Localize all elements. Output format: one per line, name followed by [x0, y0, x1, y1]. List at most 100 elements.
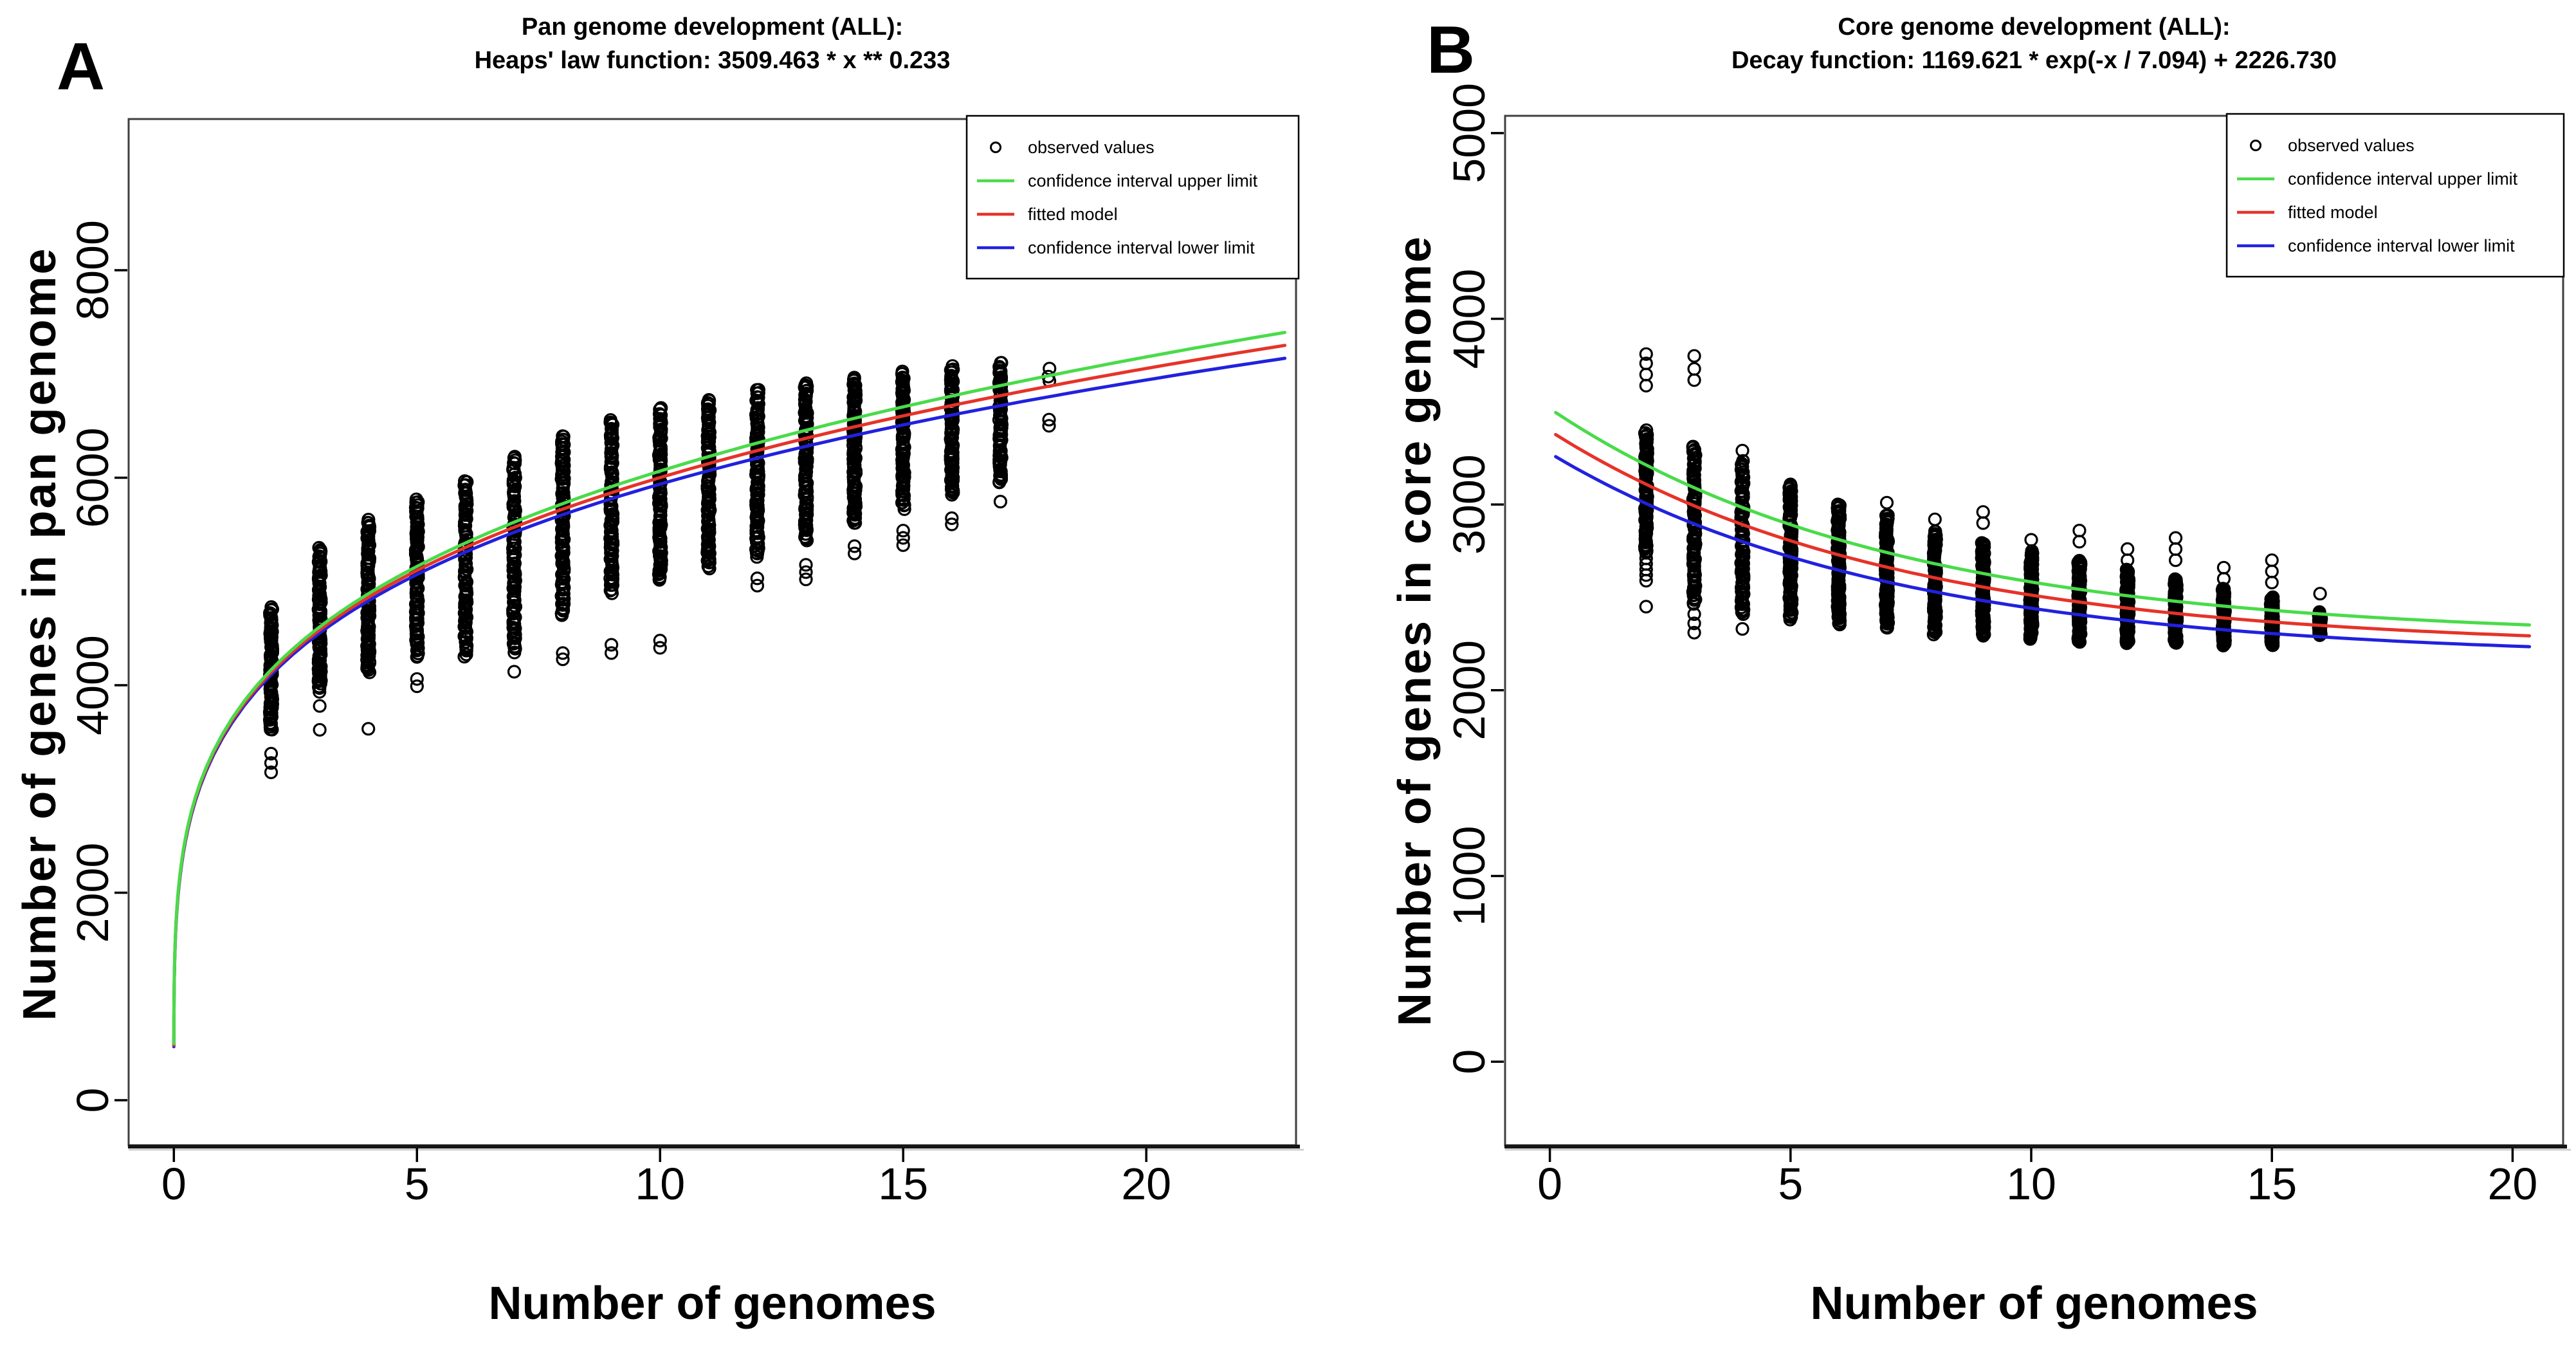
y-tick-label: 4000: [1444, 269, 1494, 369]
y-tick-label: 6000: [68, 428, 118, 528]
observed-point: [1687, 607, 1701, 622]
legend: observed values confidence interval upper…: [2225, 113, 2565, 278]
observed-points: [262, 356, 1057, 780]
x-axis-ticks: 0 5 10 15 20: [1537, 1148, 2537, 1209]
observed-point: [945, 517, 959, 531]
observed-point: [1735, 443, 1749, 458]
y-tick-label: 8000: [68, 220, 118, 320]
x-tick-label: 15: [2247, 1159, 2297, 1209]
observed-point: [653, 633, 667, 648]
observed-point: [2072, 535, 2087, 549]
observed-point: [799, 558, 813, 572]
y-axis-ticks: 0 2000 4000 6000 8000: [68, 220, 127, 1112]
panel-a-label: A: [57, 30, 105, 104]
x-tick-label: 0: [161, 1159, 187, 1209]
observed-point: [457, 478, 471, 492]
observed-point: [945, 511, 959, 526]
observed-point: [993, 494, 1008, 509]
observed-point: [410, 679, 424, 694]
y-tick-label: 3000: [1444, 454, 1494, 555]
observed-point: [1784, 477, 1798, 492]
observed-point: [750, 571, 765, 585]
observed-point: [459, 647, 473, 661]
observed-point: [603, 413, 617, 427]
y-tick-label: 4000: [68, 635, 118, 735]
panel-a-xlabel: Number of genomes: [488, 1278, 936, 1329]
observed-point: [604, 646, 619, 660]
panel-plot-B: 0 5 10 15 20 0 1000 2000 3000 4000 5000 observed va…: [1444, 83, 2571, 1209]
observed-point: [2265, 575, 2279, 590]
observed-point: [1975, 536, 1989, 550]
observed-point: [1687, 625, 1701, 640]
observed-point: [556, 429, 570, 443]
observed-point: [2121, 553, 2135, 567]
observed-point: [1639, 573, 1653, 588]
observed-point: [847, 539, 862, 553]
observed-point: [1928, 512, 1942, 526]
observed-point: [410, 672, 424, 686]
legend-observed-symbol: [2250, 140, 2261, 151]
y-axis-ticks: 0 1000 2000 3000 4000 5000: [1444, 83, 1504, 1074]
observed-point: [799, 565, 813, 579]
legend: observed values confidence interval upper…: [965, 115, 1300, 280]
observed-point: [1976, 505, 1990, 519]
observed-point: [2121, 542, 2135, 557]
y-tick-label: 1000: [1444, 826, 1494, 927]
observed-point: [458, 499, 472, 513]
observed-point: [1686, 439, 1700, 454]
observed-point: [1639, 600, 1653, 614]
observed-point: [410, 600, 425, 614]
observed-point: [313, 723, 327, 737]
legend-item-label: observed values: [1028, 138, 1155, 157]
observed-point: [895, 364, 909, 378]
observed-point: [556, 646, 570, 660]
observed-point: [1976, 516, 1990, 530]
observed-point: [653, 539, 668, 553]
observed-point: [2168, 542, 2183, 557]
observed-point: [2313, 587, 2327, 601]
ci-lower-line: [1554, 455, 2532, 649]
observed-point: [2072, 523, 2087, 538]
observed-point: [507, 450, 522, 464]
y-tick-label: 5000: [1444, 83, 1494, 183]
observed-point: [312, 540, 326, 555]
observed-point: [264, 746, 279, 761]
observed-point: [361, 512, 376, 527]
observed-point: [507, 665, 522, 679]
observed-point: [750, 578, 765, 593]
panel-b-xlabel: Number of genomes: [1810, 1278, 2258, 1329]
observed-point: [2216, 571, 2231, 586]
legend-box: [965, 115, 1300, 280]
observed-point: [1042, 419, 1056, 433]
x-tick-label: 20: [1121, 1159, 1171, 1209]
observed-point: [653, 641, 667, 655]
y-tick-label: 2000: [68, 843, 118, 943]
observed-point: [556, 652, 570, 667]
legend-item-label: fitted model: [2288, 203, 2378, 222]
observed-point: [1639, 568, 1653, 582]
legend-item-label: observed values: [2288, 136, 2415, 155]
observed-point: [2265, 553, 2279, 567]
observed-point: [313, 699, 327, 713]
x-tick-label: 10: [635, 1159, 685, 1209]
legend-observed-symbol: [990, 142, 1001, 153]
observed-point: [1736, 454, 1750, 468]
observed-point: [264, 756, 279, 770]
observed-point: [264, 765, 279, 780]
y-tick-label: 0: [1444, 1049, 1494, 1074]
observed-point: [1735, 622, 1749, 636]
observed-point: [2216, 560, 2231, 575]
observed-point: [1639, 378, 1653, 393]
ci-upper-line: [172, 331, 1287, 1046]
observed-point: [264, 600, 279, 614]
panel-b-title: Core genome development (ALL): Decay fun…: [1505, 10, 2563, 77]
panel-a-title-line1: Pan genome development (ALL):: [521, 14, 904, 41]
observed-point: [847, 371, 861, 385]
panel-b-label: B: [1427, 13, 1475, 88]
observed-point: [2168, 553, 2183, 567]
observed-point: [1640, 428, 1654, 442]
observed-point: [1640, 423, 1654, 438]
observed-point: [994, 356, 1008, 370]
